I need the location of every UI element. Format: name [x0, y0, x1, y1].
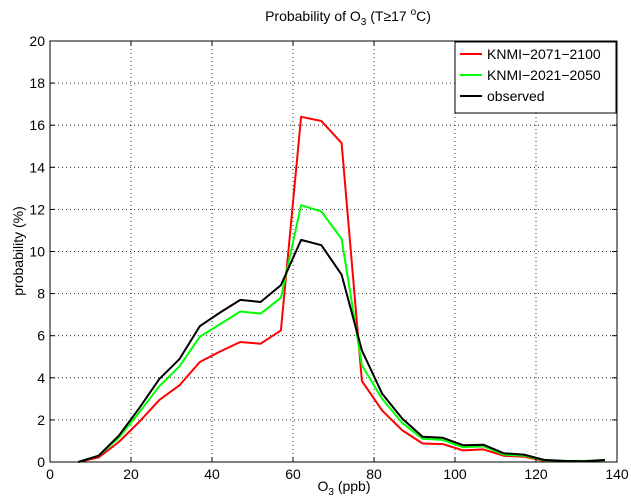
y-tick-label: 14: [29, 159, 45, 175]
x-tick-label: 100: [443, 466, 467, 482]
y-tick-label: 10: [29, 244, 45, 260]
x-tick-label: 120: [524, 466, 548, 482]
x-tick-label: 80: [366, 466, 382, 482]
legend-label-2: observed: [487, 88, 545, 104]
data-series: [78, 115, 605, 463]
x-tick-label: 40: [204, 466, 220, 482]
x-tick-label: 20: [123, 466, 139, 482]
x-tick-label: 60: [285, 466, 301, 482]
x-axis-label-suffix: (ppb): [334, 478, 371, 494]
y-tick-label: 4: [37, 370, 45, 386]
series-line-1: [78, 204, 605, 463]
x-tick-label: 0: [46, 466, 54, 482]
chart-title-prefix: Probability of O: [265, 8, 361, 24]
series-line-2: [78, 238, 605, 463]
axis-ticks: 0 20 40 60 80 100 120 140 0 2 4 6 8 10 12 14 16 18 20: [29, 33, 628, 482]
y-tick-label: 6: [37, 328, 45, 344]
series-line-0: [78, 115, 605, 463]
y-tick-label: 2: [37, 412, 45, 428]
y-tick-label: 12: [29, 201, 45, 217]
chart-title: Probability of O3 (T≥17 oC): [265, 7, 431, 28]
chart-title-superscript: o: [411, 7, 417, 18]
chart-title-subscript: 3: [361, 17, 367, 28]
x-axis-label: O3 (ppb): [317, 478, 370, 496]
chart-title-suffix: (T≥17: [366, 8, 410, 24]
legend: KNMI−2071−2100 KNMI−2021−2050 observed: [454, 41, 617, 114]
y-tick-label: 20: [29, 33, 45, 49]
x-axis-label-prefix: O: [317, 478, 328, 494]
y-tick-label: 0: [37, 454, 45, 470]
y-tick-label: 16: [29, 117, 45, 133]
x-tick-label: 140: [605, 466, 629, 482]
y-tick-label: 18: [29, 75, 45, 91]
y-axis-label: probability (%): [10, 206, 26, 295]
x-axis-label-subscript: 3: [328, 487, 334, 496]
legend-label-1: KNMI−2021−2050: [487, 67, 601, 83]
y-tick-label: 8: [37, 286, 45, 302]
chart-title-end: C): [416, 8, 431, 24]
legend-label-0: KNMI−2071−2100: [487, 46, 601, 62]
